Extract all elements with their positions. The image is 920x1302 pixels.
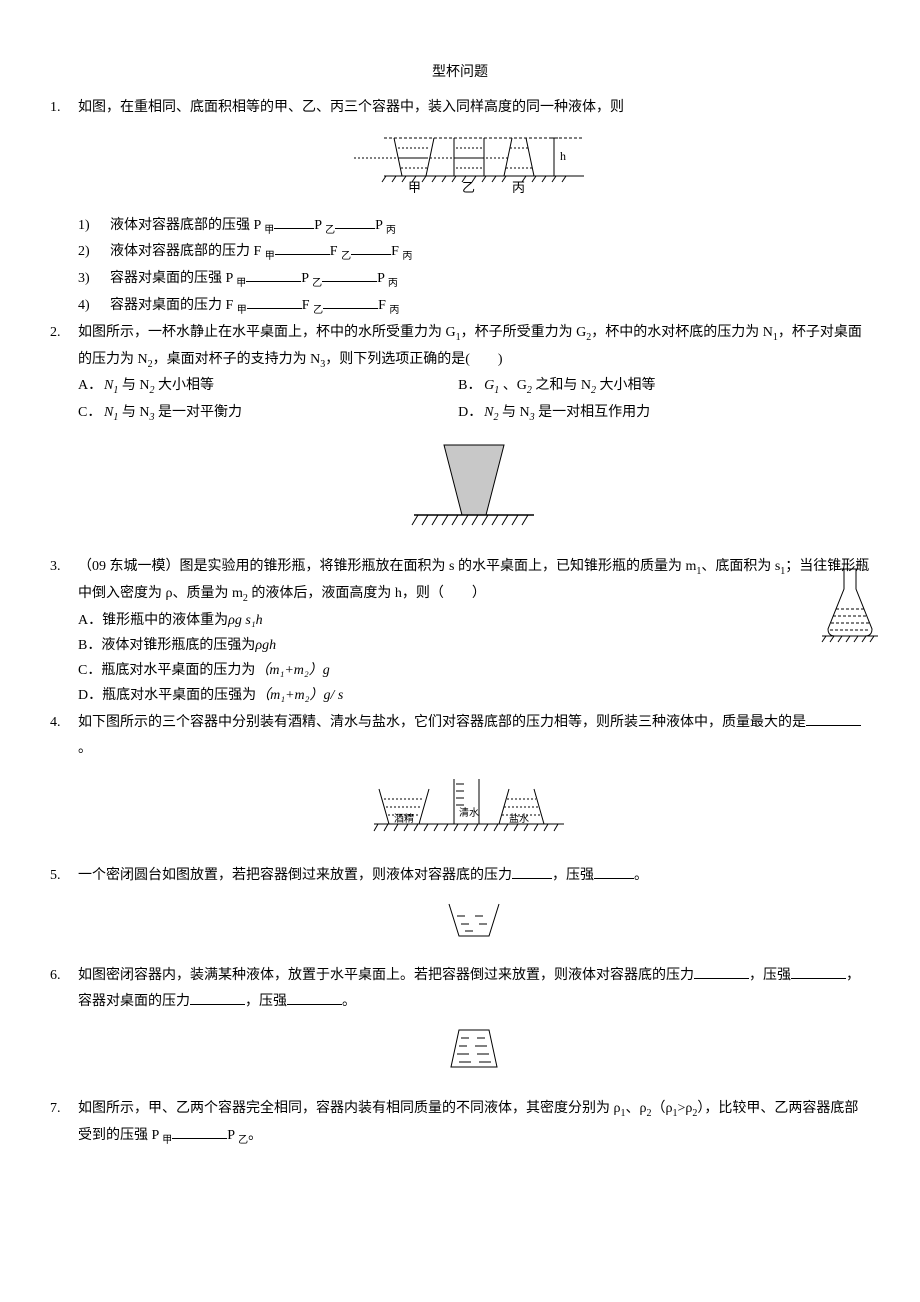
page-title: 型杯问题 <box>50 60 870 85</box>
frustum-open-icon <box>439 896 509 944</box>
question-6: 6. 如图密闭容器内，装满某种液体，放置于水平桌面上。若把容器倒过来放置，则液体… <box>50 963 870 1094</box>
h-label: h <box>560 149 566 163</box>
q5-figure <box>78 896 870 953</box>
q1-sub3: 3)容器对桌面的压强 P 甲P 乙P 丙 <box>50 266 870 293</box>
q3-stem: （09 东城一模）图是实验用的锥形瓶，将锥形瓶放在面积为 s 的水平桌面上，已知… <box>78 554 870 608</box>
q2-figure <box>78 435 870 544</box>
q7-stem: 如图所示，甲、乙两个容器完全相同，容器内装有相同质量的不同液体，其密度分别为 ρ… <box>78 1096 870 1150</box>
question-2: 2. 如图所示，一杯水静止在水平桌面上，杯中的水所受重力为 G1，杯子所受重力为… <box>50 320 870 552</box>
question-4: 4. 如下图所示的三个容器中分别装有酒精、清水与盐水，它们对容器底部的压力相等，… <box>50 710 870 861</box>
containers-icon: h <[x1="162" y1="48" x2="158" y2="54"/> … <box>354 128 594 193</box>
q6-stem: 如图密闭容器内，装满某种液体，放置于水平桌面上。若把容器倒过来放置，则液体对容器… <box>78 963 870 1013</box>
question-7: 7. 如图所示，甲、乙两个容器完全相同，容器内装有相同质量的不同液体，其密度分别… <box>50 1096 870 1150</box>
q4-figure: 酒精 清水 盐水 <box>78 769 870 853</box>
svg-text:乙: 乙 <box>462 180 475 193</box>
q1-sub4: 4)容器对桌面的压力 F 甲F 乙F 丙 <box>50 293 870 320</box>
q6-figure <box>78 1022 870 1086</box>
frustum-closed-icon <box>439 1022 509 1077</box>
q1-figure: h <[x1="162" y1="48" x2="158" y2="54"/> … <box>78 128 870 202</box>
q1-number: 1. <box>50 95 78 210</box>
q1-stem: 如图，在重相同、底面积相等的甲、乙、丙三个容器中，装入同样高度的同一种液体，则 <box>78 95 870 120</box>
q4-stem: 如下图所示的三个容器中分别装有酒精、清水与盐水，它们对容器底部的压力相等，则所装… <box>78 710 870 760</box>
q3-options: A．锥形瓶中的液体重为ρg s₁h B．液体对锥形瓶底的压强为ρgh C．瓶底对… <box>78 608 870 709</box>
svg-text:丙: 丙 <box>512 180 525 193</box>
svg-text:甲: 甲 <box>408 180 421 193</box>
question-3: 3. （09 东城一模）图是实验用的锥形瓶，将锥形瓶放在面积为 s 的水平桌面上… <box>50 554 870 708</box>
svg-text:盐水: 盐水 <box>509 812 529 825</box>
cup-icon <box>384 435 564 535</box>
question-1: 1. 如图，在重相同、底面积相等的甲、乙、丙三个容器中，装入同样高度的同一种液体… <box>50 95 870 210</box>
q1-sub2: 2)液体对容器底部的压力 F 甲F 乙F 丙 <box>50 239 870 266</box>
q1-sub1: 1)液体对容器底部的压强 P 甲P 乙P 丙 <box>50 213 870 240</box>
q3-figure <box>820 564 880 653</box>
svg-text:清水: 清水 <box>459 806 479 819</box>
three-containers-icon: 酒精 清水 盐水 <box>364 769 584 844</box>
q2-stem: 如图所示，一杯水静止在水平桌面上，杯中的水所受重力为 G1，杯子所受重力为 G2… <box>78 320 870 374</box>
q2-options: A．N1 与 N2 大小相等 B．G1 、G2 之和与 N2 大小相等 C．N1… <box>78 373 870 427</box>
question-5: 5. 一个密闭圆台如图放置，若把容器倒过来放置，则液体对容器底的压力，压强。 <box>50 863 870 961</box>
flask-icon <box>820 564 880 644</box>
svg-text:酒精: 酒精 <box>394 812 414 825</box>
q5-stem: 一个密闭圆台如图放置，若把容器倒过来放置，则液体对容器底的压力，压强。 <box>78 863 870 888</box>
